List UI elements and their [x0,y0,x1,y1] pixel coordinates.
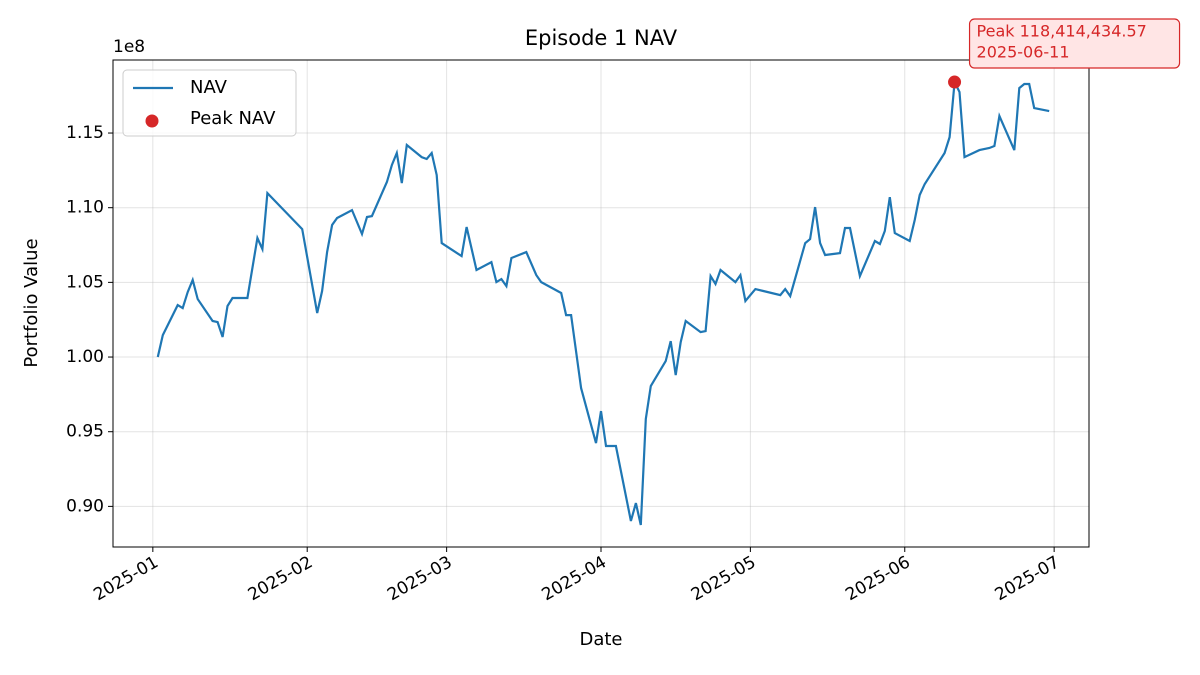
y-tick-label: 1.05 [66,272,104,292]
y-tick-label: 1.10 [66,198,104,218]
annotation-text: 2025-06-11 [977,43,1070,62]
y-tick-label: 0.90 [66,496,104,516]
x-tick-label: 2025-03 [384,552,456,605]
y-tick-label: 1.15 [66,123,104,143]
peak-point [948,75,962,89]
nav-line [156,77,1050,526]
legend-swatch [145,114,159,128]
y-offset-label: 1e8 [113,37,145,57]
legend-label: NAV [190,77,228,98]
x-tick-label: 2025-01 [90,552,162,605]
x-tick-label: 2025-04 [538,552,610,605]
legend-box [122,69,297,137]
y-axis-label: Portfolio Value [21,238,42,367]
y-tick-label: 0.95 [66,422,104,442]
legend-label: Peak NAV [190,108,276,129]
y-tick-label: 1.00 [66,347,104,367]
x-tick-label: 2025-06 [842,552,914,605]
annotation-text: Peak 118,414,434.57 [977,22,1147,41]
plot-frame [112,59,1090,548]
x-tick-label: 2025-02 [245,552,317,605]
x-tick-label: 2025-05 [688,552,760,605]
chart-title: Episode 1 NAV [525,26,678,50]
annotation-box [968,18,1181,69]
x-tick-label: 2025-07 [992,552,1064,605]
x-axis-label: Date [579,629,622,650]
